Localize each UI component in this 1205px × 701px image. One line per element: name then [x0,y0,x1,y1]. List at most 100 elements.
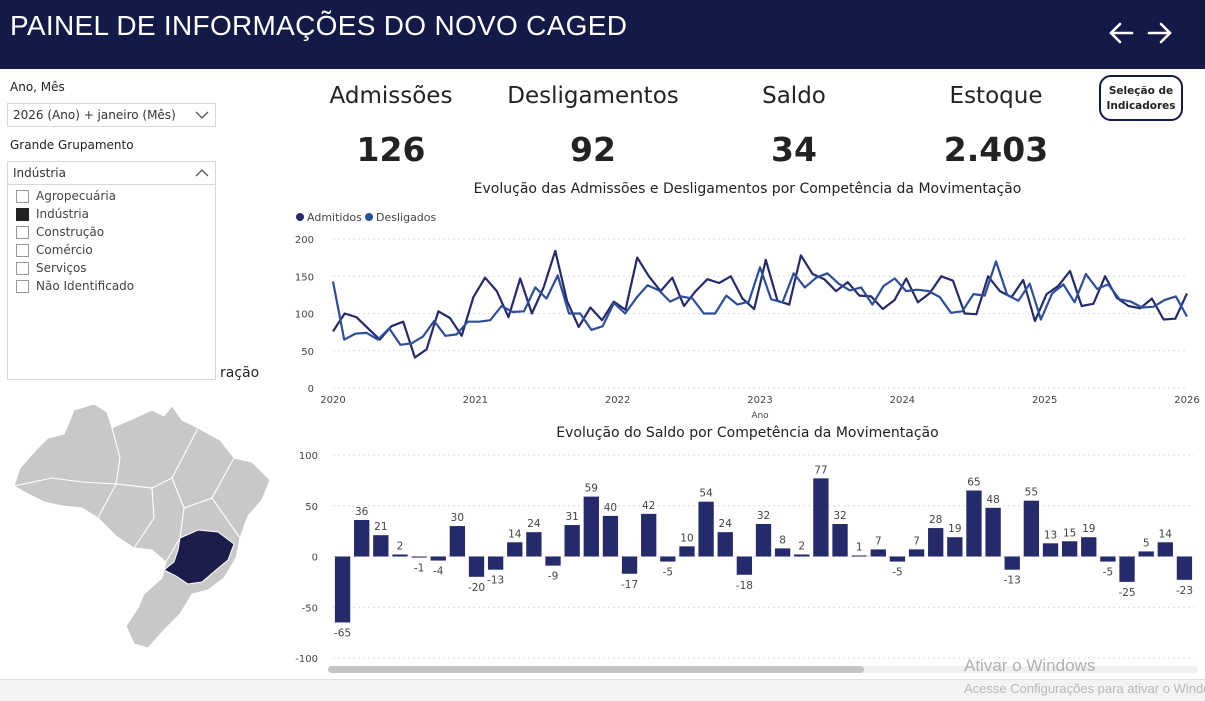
bar [679,546,695,557]
bar [526,532,542,557]
bar [660,556,676,562]
bar [1023,500,1040,557]
bar-value-label: 59 [585,483,598,495]
forward-arrow-icon[interactable] [1145,18,1175,48]
bar-value-label: -18 [736,580,753,592]
bar-value-label: 54 [699,488,713,500]
chevron-up-icon [195,169,209,177]
bar [411,556,427,558]
bar-value-label: 65 [967,477,980,489]
period-dropdown-value: 2026 (Ano) + janeiro (Mês) [13,108,176,122]
selection-button-line2: Indicadores [1106,100,1176,112]
header-bar: PAINEL DE INFORMAÇÕES DO NOVO CAGED [0,0,1205,69]
legend-label: Desligados [376,211,437,224]
map-highlighted-state[interactable] [163,529,235,585]
bar-value-label: 14 [1159,528,1173,540]
activation-watermark-text: Acesse Configurações para ativar o Windo… [964,681,1205,696]
chevron-down-icon [195,111,209,119]
group-dropdown[interactable]: Indústria [7,161,216,185]
bar [1042,543,1059,557]
bar-value-label: 2 [798,540,805,552]
kpi-desligamentos-label: Desligamentos [507,83,679,109]
option-agropecuaria[interactable]: Agropecuária [16,188,116,204]
bar [1100,556,1116,562]
bar [641,513,657,557]
y-tick-label: 100 [295,310,314,321]
bar [794,554,810,557]
back-arrow-icon[interactable] [1106,18,1136,48]
bar-value-label: 30 [451,512,464,524]
bar-value-label: 10 [680,532,693,544]
option-label: Indústria [36,207,89,221]
kpi-estoque-value: 2.403 [943,130,1049,169]
kpi-estoque-label: Estoque [949,83,1043,109]
bar [602,515,619,557]
checkbox-checked[interactable] [16,207,29,221]
bar [334,556,351,623]
bar [947,537,963,557]
bar [985,507,1001,557]
bar [1061,541,1078,557]
period-dropdown[interactable]: 2026 (Ano) + janeiro (Mês) [7,103,216,127]
y-tick-label: -100 [295,654,318,665]
line-chart[interactable]: 0 50 100 150 200 2020 2021 2022 2023 2024 2025 2026… [282,205,1202,425]
indicator-selection-button[interactable]: Seleção de Indicadores [1099,75,1183,121]
bar-value-label: 55 [1025,487,1038,499]
bar [487,556,504,570]
bar [870,549,886,557]
bar-value-label: 1 [856,541,863,553]
bar-value-label: 19 [948,523,961,535]
option-servicos[interactable]: Serviços [16,260,87,276]
checkbox[interactable] [16,189,29,203]
bar-value-label: 31 [565,511,578,523]
option-comercio[interactable]: Comércio [16,242,93,258]
bar-value-label: 32 [833,510,846,522]
bar-value-label: 48 [986,494,999,506]
group-slicer-label: Grande Grupamento [10,138,134,152]
checkbox[interactable] [16,279,29,293]
option-label: Serviços [36,261,87,275]
bar-value-label: -65 [334,627,351,639]
option-label: Comércio [36,243,93,257]
bar [851,555,867,557]
legend-label: Admitidos [307,211,362,224]
y-tick-label: 50 [305,502,318,513]
bar [889,556,906,562]
line-chart-title: Evolução das Admissões e Desligamentos p… [473,181,1022,197]
bar-value-label: 7 [875,535,882,547]
scrollbar-thumb[interactable] [328,666,864,673]
bar-chart-title: Evolução do Saldo por Competência da Mov… [556,425,939,441]
bar [1157,542,1173,557]
bar [583,496,599,557]
bar-value-label: -20 [468,582,485,594]
checkbox[interactable] [16,261,29,275]
bar-value-label: -17 [621,579,638,591]
option-industria[interactable]: Indústria [16,206,89,222]
bar-value-label: 40 [604,502,617,514]
group-options-list: Agropecuária Indústria Construção Comérc… [7,185,216,380]
bar [1081,537,1097,557]
bar-value-label: -13 [1004,575,1021,587]
bar-value-label: -9 [548,571,558,583]
bar-value-label: -25 [1118,587,1135,599]
option-label: Agropecuária [36,189,117,203]
series-line-admitidos [332,249,1188,359]
checkbox[interactable] [16,243,29,257]
option-nao-identificado[interactable]: Não Identificado [16,278,134,294]
series-line-desligados [331,260,1188,346]
bar [832,524,848,557]
bar-value-label: 19 [1082,523,1095,535]
x-axis-label: Ano [751,411,769,421]
x-tick-label: 2026 [1174,395,1199,406]
brazil-map[interactable] [12,398,274,660]
group-dropdown-value: Indústria [13,166,66,180]
bar-value-label: 15 [1063,527,1076,539]
option-construcao[interactable]: Construção [16,224,104,240]
checkbox[interactable] [16,225,29,239]
bar [392,554,408,557]
bar-value-label: 32 [757,510,770,522]
bar [1119,556,1135,582]
map-brazil-shape[interactable] [13,403,271,649]
bar-value-label: 7 [913,535,920,547]
